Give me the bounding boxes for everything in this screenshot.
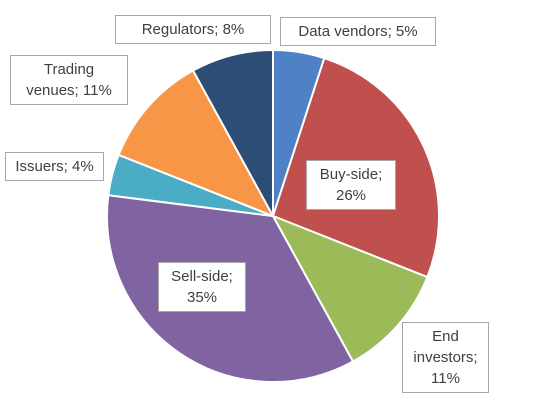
data-label: Regulators; 8% [115,15,271,44]
data-label: End investors; 11% [402,322,489,393]
pie-slice [270,214,429,363]
pie-slice [117,69,276,218]
pie-slice [191,48,274,217]
data-label: Issuers; 4% [5,152,104,181]
data-label: Buy-side; 26% [306,160,396,210]
data-label: Sell-side; 35% [158,262,246,312]
data-label: Trading venues; 11% [10,55,128,105]
data-label: Data vendors; 5% [280,17,436,46]
